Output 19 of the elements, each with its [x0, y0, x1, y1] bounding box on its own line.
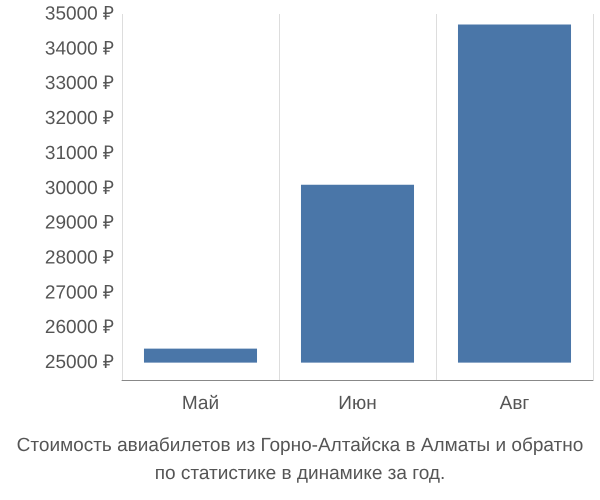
x-tick-label: Май [182, 393, 220, 414]
y-tick-label: 26000 ₽ [44, 317, 114, 338]
y-tick-label: 33000 ₽ [44, 73, 114, 94]
y-tick-label: 30000 ₽ [44, 178, 114, 199]
y-tick-label: 34000 ₽ [44, 38, 114, 60]
y-tick-label: 28000 ₽ [44, 248, 114, 268]
bar [300, 184, 414, 363]
bar [458, 24, 572, 363]
y-tick-label: 27000 ₽ [44, 282, 114, 304]
y-tick-label: 29000 ₽ [44, 212, 114, 234]
y-tick-label: 31000 ₽ [44, 142, 114, 164]
y-tick-label: 32000 ₽ [44, 108, 114, 130]
y-tick-label: 25000 ₽ [44, 352, 114, 374]
y-tick-label: 35000 ₽ [44, 4, 114, 24]
bar [144, 348, 258, 363]
text: Стоимость авиабилетов из Горно-Алтайска в Алматы и обратно [16, 435, 584, 456]
x-tick-label: Авг [500, 393, 530, 414]
text: по статистике в динамике за год. [154, 463, 446, 484]
x-tick-label: Июн [338, 393, 377, 414]
